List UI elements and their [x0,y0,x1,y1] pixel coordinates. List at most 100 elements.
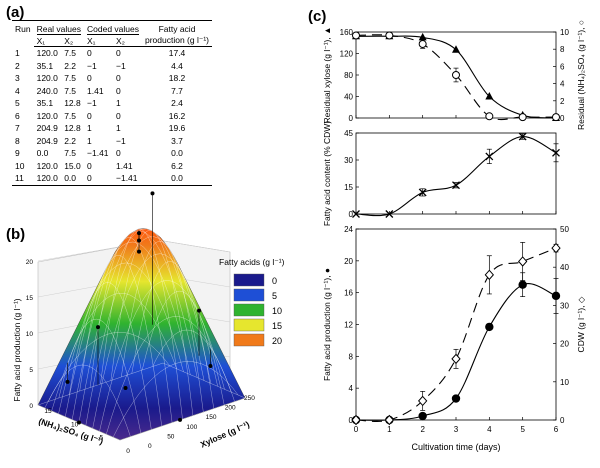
plot-frame [356,229,556,420]
design-point [66,380,70,384]
z-axis-label: Fatty acid production (g l⁻¹) [12,298,22,401]
plot-frame [356,133,556,214]
open-circle-marker [353,32,360,39]
x-tick-label: 50 [167,433,175,440]
y-tick-label: 5 [100,435,104,442]
z-tick-label: 5 [29,367,33,374]
open-diamond-marker [485,270,493,279]
x-tick-label: 200 [225,405,236,412]
open-circle-marker [453,72,460,79]
y2-tick-label: 40 [560,263,569,272]
legend-swatch [234,304,264,316]
y2-axis-label: Residual (NH₄)₂SO₄ (g l⁻¹), ○ [576,20,586,130]
open-circle-marker [419,41,426,48]
y-tick-label: 45 [344,129,353,138]
x-tick-label: 250 [244,395,255,402]
surface-plot [38,191,245,440]
z-tick-label: 10 [26,331,34,338]
legend-label: 15 [272,321,282,331]
y2-tick-label: 2 [560,97,565,106]
y-axis-label: Residual xylose (g l⁻¹), ▲ [322,27,332,124]
x-tick-label: 0 [148,443,152,450]
y-tick-label: 4 [349,384,354,393]
y2-tick-label: 0 [560,114,565,123]
x-tick-label: 1 [387,425,392,434]
x-tick-label: 3 [454,425,459,434]
y-tick-label: 10 [71,421,79,428]
y-tick-label: 0 [349,114,354,123]
z-tick-label: 0 [29,403,33,410]
x-tick-label: 5 [520,425,525,434]
y2-tick-label: 50 [560,225,569,234]
z-tick-label: 15 [26,295,34,302]
x-tick-label: 4 [487,425,492,434]
y2-tick-label: 10 [560,28,569,37]
design-point [150,191,154,195]
y2-tick-label: 0 [560,416,565,425]
x-axis-label: Xylose (g l⁻¹) [199,419,251,450]
open-diamond-marker [385,416,393,425]
y-tick-label: 30 [344,156,353,165]
y-tick-label: 15 [344,183,353,192]
open-circle-marker [486,113,493,120]
open-circle-marker [386,32,393,39]
y2-tick-label: 6 [560,62,565,71]
x-axis-label: Cultivation time (days) [411,442,500,452]
y-tick-label: 40 [344,93,353,102]
y-tick-label: 20 [344,257,353,266]
residual-substrate-chart: 0 40 80 120 160 0 2 4 6 8 10 Residual xylose (g l⁻¹… [322,20,586,130]
triangle-marker [452,45,460,53]
y-tick-label: 0 [126,448,130,455]
design-point [124,386,128,390]
y-tick-label: 12 [344,321,353,330]
legend-swatch [234,274,264,286]
y2-axis-label: CDW (g l⁻¹), ◇ [576,296,586,352]
y-tick-label: 24 [344,225,353,234]
y2-tick-label: 8 [560,45,565,54]
filled-circle-marker [418,412,426,420]
legend-label: 5 [272,291,277,301]
y-tick-label: 15 [44,408,52,415]
filled-circle-marker [552,292,560,300]
y-axis-label: Fatty acid production (g l⁻¹), ● [322,268,332,381]
open-diamond-marker [519,257,527,266]
open-circle-marker [519,114,526,121]
filled-circle-marker [452,394,460,402]
legend-swatch [234,289,264,301]
open-diamond-marker [552,244,560,253]
design-point [96,325,100,329]
design-point [137,250,141,254]
y-tick-label: 80 [344,71,353,80]
legend-swatch [234,334,264,346]
z-tick-label: 20 [26,259,34,266]
open-circle-marker [553,114,560,121]
y2-tick-label: 10 [560,378,569,387]
y2-tick-label: 20 [560,340,569,349]
fatty-acid-content-chart: 0153045Fatty acid content (% CDW) [322,121,560,227]
x-tick-label: 2 [420,425,425,434]
open-diamond-marker [352,416,360,425]
series-line [356,137,556,216]
legend-title: Fatty acids (g l⁻¹) [219,257,285,267]
legend-swatch [234,319,264,331]
y-tick-label: 160 [340,28,354,37]
x-tick-label: 100 [186,424,197,431]
filled-circle-marker [518,281,526,289]
fatty-acid-production-chart: 04812162024010203040500 1 2 3 4 5 6Cultivation… [322,225,586,452]
design-point [208,364,212,368]
design-point [178,418,182,422]
legend-label: 10 [272,306,282,316]
y-axis-label: Fatty acid content (% CDW) [322,121,332,227]
filled-circle-marker [485,323,493,331]
figure-canvas: Fatty acids (g l⁻¹)05101520 Fatty acid p… [0,0,600,468]
y2-tick-label: 30 [560,301,569,310]
z-axis-ticks: 0 5 10 15 20 [26,259,34,410]
y2-tick-label: 4 [560,80,565,89]
x-tick-label: 0 [354,425,359,434]
x-tick-label: 6 [554,425,559,434]
design-point [197,309,201,313]
y-tick-label: 16 [344,289,353,298]
legend-label: 0 [272,276,277,286]
x-tick-label: 150 [206,414,217,421]
y-tick-label: 120 [340,50,354,59]
